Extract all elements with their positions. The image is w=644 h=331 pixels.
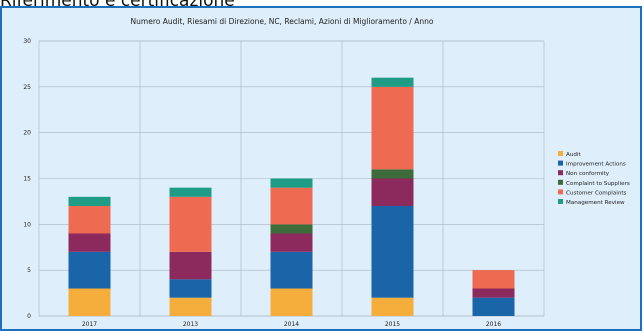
legend-swatch [558,189,563,194]
legend-swatch [558,161,563,166]
y-tick-label: 0 [27,313,31,320]
x-tick-label: 2017 [82,321,97,328]
chart-title: Numero Audit, Riesami di Direzione, NC, … [131,17,434,26]
legend-label: Management Review [566,200,625,206]
bar-segment [69,206,111,234]
legend: Audit Improvement Actions Non conformity Co… [558,151,630,206]
bar-segment [170,197,212,252]
bar-segment [271,234,313,252]
legend-swatch [558,151,563,156]
bar-segment [372,206,414,298]
y-tick-label: 15 [23,176,31,183]
bar-segment [372,78,414,87]
x-tick-label: 2015 [385,321,400,328]
bar-segment [69,252,111,289]
bar-segment [473,298,515,316]
bar-segment [271,252,313,289]
y-tick-label: 5 [27,267,31,274]
legend-label: Improvement Actions [566,162,626,168]
x-tick-label: 2014 [284,321,299,328]
x-tick-label: 2016 [486,321,501,328]
legend-label: Complaint to Suppliers [566,181,630,187]
bar-segment [372,179,414,207]
bar-segment [69,289,111,317]
y-tick-label: 30 [23,38,31,45]
chart-frame: Numero Audit, Riesami di Direzione, NC, … [0,6,642,331]
y-tick-label: 25 [23,84,31,91]
stacked-bar-chart: Numero Audit, Riesami di Direzione, NC, … [2,8,640,329]
bar-segment [170,298,212,316]
legend-label: Audit [566,152,581,158]
legend-swatch [558,180,563,185]
x-tick-label: 2013 [183,321,198,328]
bar-segment [271,289,313,317]
bar-segment [271,179,313,188]
bar-segment [69,197,111,206]
y-tick-label: 10 [23,221,31,228]
bar-segment [170,188,212,197]
bar-segment [473,270,515,288]
bar-segment [170,279,212,297]
legend-swatch [558,170,563,175]
bar-segment [372,298,414,316]
bar-segment [372,87,414,170]
legend-label: Non conformity [566,171,610,177]
bar-segment [473,289,515,298]
bar-segment [372,169,414,178]
legend-swatch [558,199,563,204]
bar-segment [69,234,111,252]
bar-segment [170,252,212,279]
legend-label: Customer Complaints [566,190,627,196]
y-tick-label: 20 [23,130,31,137]
bar-segment [271,188,313,225]
bar-segment [271,224,313,233]
